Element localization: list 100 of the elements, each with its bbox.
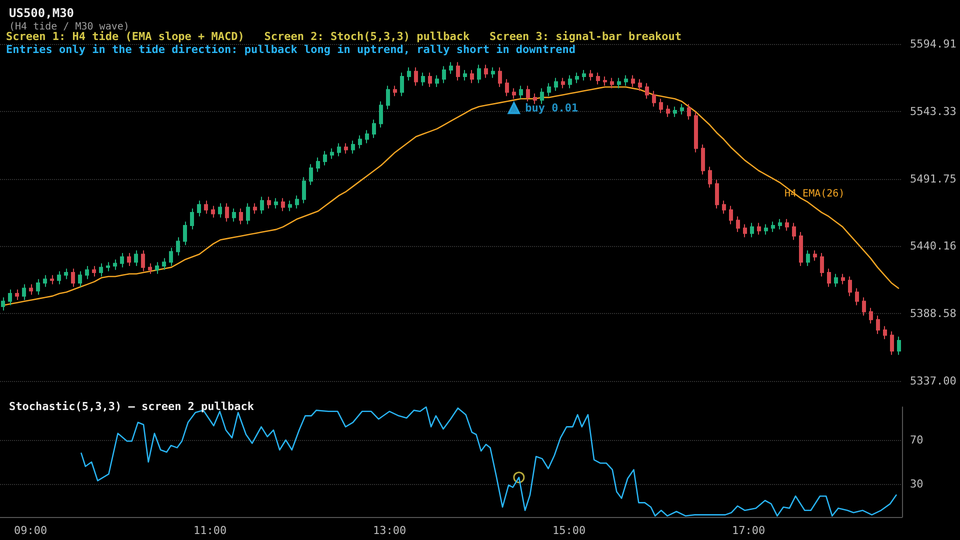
- candlestick: [540, 88, 544, 104]
- candlestick: [869, 307, 873, 324]
- candlestick: [477, 64, 481, 84]
- candlestick: [841, 273, 845, 285]
- text: Screen 1: H4 tide (EMA slope + MACD) Screen 2: Stoch(5,3,3) pullback Screen 3: signal-bar breakout: [6, 30, 682, 43]
- candlestick: [743, 224, 747, 238]
- candlestick: [834, 273, 838, 288]
- candlestick: [50, 274, 54, 285]
- candlestick: [897, 336, 901, 356]
- candlestick: [288, 200, 292, 212]
- candlestick: [526, 85, 530, 102]
- candlestick: [799, 232, 803, 267]
- candlestick: [428, 72, 432, 88]
- candlestick: [659, 98, 663, 114]
- candlestick: [358, 134, 362, 149]
- candlestick: [162, 258, 166, 270]
- candlestick: [337, 142, 341, 157]
- data-label: buy 0.01: [525, 101, 579, 114]
- candlestick: [757, 222, 761, 236]
- candlestick: [141, 250, 145, 272]
- candlestick: [211, 205, 215, 218]
- candlestick: [29, 284, 33, 296]
- candlestick: [113, 258, 117, 270]
- candlestick: [183, 221, 187, 246]
- candlestick: [372, 119, 376, 138]
- candlestick: [43, 274, 47, 288]
- candlestick: [533, 93, 537, 104]
- y-tick-label: 5440.16: [910, 240, 956, 253]
- candlestick: [393, 85, 397, 97]
- candlestick: [225, 202, 229, 222]
- line-series: [2, 86, 900, 306]
- y-tick-label: 5337.00: [910, 374, 956, 388]
- candlestick: [344, 142, 348, 154]
- candlestick: [8, 289, 12, 306]
- x-tick-label: 15:00: [552, 524, 586, 537]
- candlestick: [106, 262, 110, 272]
- candlestick: [617, 77, 621, 89]
- candlestick: [673, 106, 677, 118]
- candlestick: [470, 70, 474, 84]
- candlestick: [190, 208, 194, 230]
- candlestick: [309, 164, 313, 186]
- candlestick: [330, 148, 334, 160]
- candlestick: [1, 296, 5, 311]
- candlestick: [694, 111, 698, 153]
- candlestick: [323, 150, 327, 166]
- candlestick: [708, 166, 712, 188]
- candlestick: [498, 66, 502, 88]
- candlestick: [127, 252, 131, 267]
- candlestick: [806, 250, 810, 267]
- candlestick: [785, 218, 789, 232]
- candlestick: [813, 250, 817, 262]
- candlestick: [855, 288, 859, 306]
- candlestick: [134, 250, 138, 267]
- candlestick: [22, 284, 26, 300]
- candlestick: [218, 202, 222, 218]
- candlestick: [36, 278, 40, 296]
- candlestick: [491, 66, 495, 78]
- candlestick: [274, 198, 278, 210]
- candlestick: [253, 202, 257, 214]
- candlestick: [295, 194, 299, 210]
- candlestick: [582, 70, 586, 81]
- candlestick: [407, 66, 411, 81]
- candlestick: [435, 74, 439, 88]
- candlestick: [750, 222, 754, 238]
- candlestick: [71, 268, 75, 288]
- candlestick: [687, 103, 691, 120]
- candlestick: [379, 100, 383, 128]
- candlestick: [561, 77, 565, 89]
- y-tick-label: 5594.91: [910, 38, 956, 50]
- candlestick: [715, 179, 719, 210]
- candlestick: [848, 276, 852, 297]
- candlestick: [778, 218, 782, 230]
- candlestick: [57, 270, 61, 285]
- x-tick-label: 09:00: [14, 524, 48, 537]
- candlestick: [596, 72, 600, 85]
- candlestick: [15, 289, 19, 300]
- candlestick: [204, 200, 208, 214]
- candlestick: [456, 62, 460, 81]
- chart-title: US500,M30: [9, 6, 74, 20]
- candlestick: [365, 130, 369, 144]
- candlestick: [827, 268, 831, 288]
- candlestick: [232, 208, 236, 222]
- candlestick: [638, 78, 642, 92]
- chart-title: Stochastic(5,3,3) — screen 2 pullback: [9, 400, 254, 413]
- candlestick: [575, 72, 579, 84]
- candlestick: [862, 296, 866, 316]
- candlestick: [414, 66, 418, 86]
- candlestick: [64, 268, 68, 280]
- candlestick: [484, 64, 488, 78]
- candlestick: [421, 72, 425, 86]
- candlestick: [820, 252, 824, 277]
- y-tick-label: 70: [910, 434, 924, 446]
- candlestick: [92, 266, 96, 277]
- candlestick: [281, 198, 285, 212]
- candlestick: [120, 252, 124, 268]
- candlestick: [631, 74, 635, 88]
- candlestick: [603, 76, 607, 86]
- candlestick: [316, 157, 320, 172]
- candlestick: [505, 78, 509, 97]
- chart-subtitle: (H4 tide / M30 wave): [9, 22, 130, 32]
